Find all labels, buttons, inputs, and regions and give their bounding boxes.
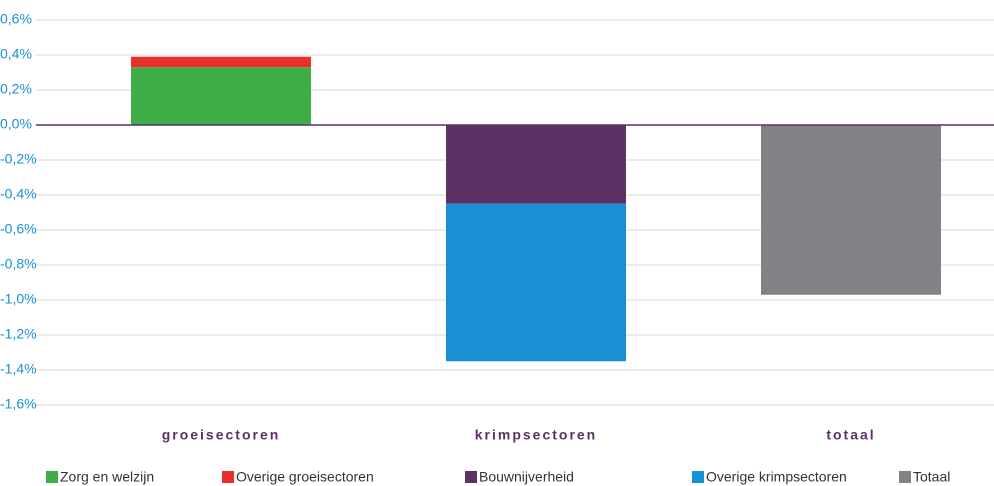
y-tick-label: -0,4% (0, 186, 37, 202)
bar-segment (761, 125, 941, 295)
x-tick-label: groeisectoren (162, 427, 281, 443)
bar-segment (446, 203, 626, 362)
y-tick-label: -1,4% (0, 361, 37, 377)
y-tick-label: -0,8% (0, 256, 37, 272)
legend-label: Bouwnijverheid (479, 469, 574, 485)
x-tick-label: totaal (826, 427, 875, 443)
legend-swatch (692, 471, 704, 483)
legend-swatch (46, 471, 58, 483)
y-tick-label: -1,6% (0, 396, 37, 412)
legend-swatch (899, 471, 911, 483)
legend-label: Overige krimpsectoren (706, 469, 847, 485)
y-tick-label: -0,6% (0, 221, 37, 237)
x-tick-label: krimpsectoren (475, 427, 597, 443)
legend-label: Zorg en welzijn (60, 469, 154, 485)
legend-swatch (222, 471, 234, 483)
bar-segment (131, 56, 311, 68)
bar-segment (446, 125, 626, 204)
legend-swatch (465, 471, 477, 483)
y-tick-label: 0,4% (0, 46, 32, 62)
y-tick-label: 0,6% (0, 11, 32, 27)
y-tick-label: -0,2% (0, 151, 37, 167)
y-tick-label: 0,0% (0, 116, 32, 132)
legend-label: Overige groeisectoren (236, 469, 374, 485)
y-tick-label: 0,2% (0, 81, 32, 97)
legend-label: Totaal (913, 469, 950, 485)
y-tick-label: -1,0% (0, 291, 37, 307)
bar-segment (131, 67, 311, 125)
y-tick-label: -1,2% (0, 326, 37, 342)
